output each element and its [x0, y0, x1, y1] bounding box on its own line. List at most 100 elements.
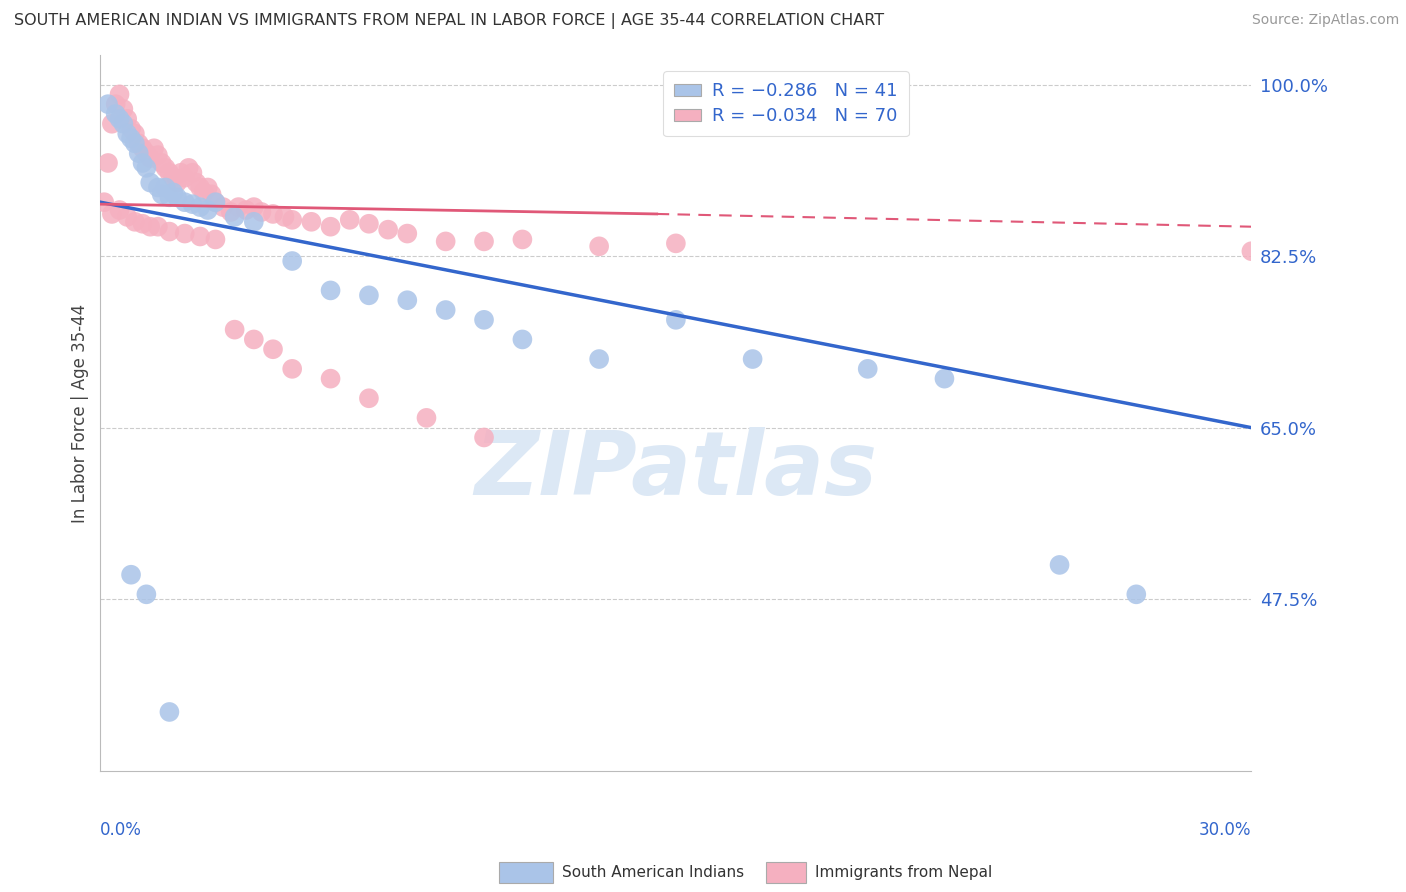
- Point: [128, 136, 150, 151]
- Point: [124, 136, 146, 151]
- Point: [299, 215, 322, 229]
- Point: [188, 200, 211, 214]
- Point: [188, 180, 211, 194]
- Text: ZIPatlas: ZIPatlas: [474, 426, 877, 514]
- Point: [472, 430, 495, 444]
- Point: [934, 371, 956, 385]
- Point: [319, 219, 342, 234]
- Point: [273, 210, 295, 224]
- Point: [319, 284, 342, 298]
- Point: [1049, 558, 1071, 572]
- Point: [856, 362, 879, 376]
- Point: [101, 207, 124, 221]
- Point: [173, 195, 195, 210]
- Point: [1125, 587, 1147, 601]
- Point: [112, 117, 135, 131]
- Point: [108, 87, 131, 102]
- Point: [204, 195, 226, 210]
- Point: [115, 210, 138, 224]
- Point: [112, 102, 135, 116]
- Point: [181, 197, 204, 211]
- Point: [108, 202, 131, 217]
- Point: [188, 229, 211, 244]
- Point: [173, 227, 195, 241]
- Point: [281, 254, 304, 268]
- Text: SOUTH AMERICAN INDIAN VS IMMIGRANTS FROM NEPAL IN LABOR FORCE | AGE 35-44 CORREL: SOUTH AMERICAN INDIAN VS IMMIGRANTS FROM…: [14, 13, 884, 29]
- Point: [143, 141, 166, 155]
- Point: [120, 121, 142, 136]
- Point: [104, 97, 127, 112]
- Text: 0.0%: 0.0%: [100, 821, 142, 838]
- Point: [434, 303, 457, 318]
- Point: [155, 180, 177, 194]
- Point: [139, 151, 162, 165]
- Point: [157, 166, 180, 180]
- Point: [262, 343, 284, 357]
- Point: [262, 207, 284, 221]
- Point: [104, 107, 127, 121]
- Point: [97, 97, 120, 112]
- Point: [434, 235, 457, 249]
- Point: [150, 156, 173, 170]
- Point: [97, 156, 120, 170]
- Point: [377, 222, 399, 236]
- Point: [472, 235, 495, 249]
- Text: 30.0%: 30.0%: [1199, 821, 1251, 838]
- Legend: R = −0.286   N = 41, R = −0.034   N = 70: R = −0.286 N = 41, R = −0.034 N = 70: [664, 71, 908, 136]
- Point: [512, 333, 534, 347]
- Point: [101, 117, 124, 131]
- Point: [181, 166, 204, 180]
- Point: [146, 219, 169, 234]
- Point: [197, 202, 219, 217]
- Point: [201, 187, 224, 202]
- Point: [120, 567, 142, 582]
- Point: [170, 166, 193, 180]
- Point: [128, 146, 150, 161]
- Point: [588, 352, 610, 367]
- Point: [357, 217, 380, 231]
- Point: [228, 200, 250, 214]
- Point: [131, 156, 153, 170]
- Point: [162, 186, 184, 200]
- Point: [120, 131, 142, 145]
- Point: [415, 410, 437, 425]
- Point: [357, 288, 380, 302]
- Point: [139, 176, 162, 190]
- Point: [197, 180, 219, 194]
- Point: [204, 195, 226, 210]
- Point: [131, 217, 153, 231]
- Point: [396, 227, 419, 241]
- Text: South American Indians: South American Indians: [562, 865, 745, 880]
- Point: [131, 141, 153, 155]
- Point: [665, 236, 688, 251]
- Point: [250, 205, 273, 219]
- Text: Source: ZipAtlas.com: Source: ZipAtlas.com: [1251, 13, 1399, 28]
- Point: [124, 215, 146, 229]
- Point: [224, 323, 246, 337]
- Point: [319, 371, 342, 385]
- Point: [135, 146, 157, 161]
- Y-axis label: In Labor Force | Age 35-44: In Labor Force | Age 35-44: [72, 303, 89, 523]
- Point: [115, 112, 138, 126]
- Point: [157, 225, 180, 239]
- Point: [146, 180, 169, 194]
- Point: [146, 148, 169, 162]
- Point: [512, 232, 534, 246]
- Point: [135, 161, 157, 175]
- Point: [281, 212, 304, 227]
- Point: [204, 232, 226, 246]
- Point: [741, 352, 763, 367]
- Point: [108, 112, 131, 126]
- Point: [157, 705, 180, 719]
- Point: [150, 187, 173, 202]
- Point: [665, 313, 688, 327]
- Point: [1240, 244, 1263, 259]
- Point: [193, 186, 215, 200]
- Point: [157, 190, 180, 204]
- Point: [243, 215, 266, 229]
- Point: [235, 202, 257, 217]
- Point: [135, 587, 157, 601]
- Point: [357, 391, 380, 405]
- Point: [212, 200, 235, 214]
- Text: Immigrants from Nepal: Immigrants from Nepal: [815, 865, 993, 880]
